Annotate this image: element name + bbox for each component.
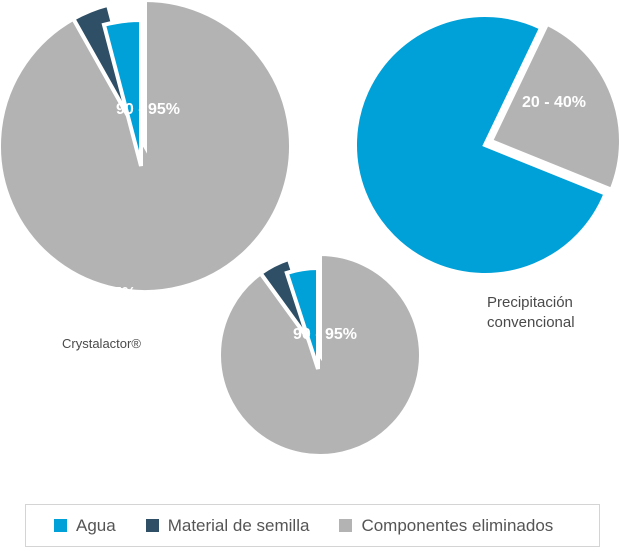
- pie-2-slice-agua: [284, 265, 320, 370]
- caption-crystalactor: Crystalactor®: [62, 336, 141, 351]
- legend-label-eliminados: Componentes eliminados: [361, 515, 554, 535]
- caption-precipitacion: Precipitación convencional: [487, 293, 575, 333]
- pie-3-label-componentes-eliminados: 20 - 40%: [522, 94, 586, 111]
- caption-precipitacion-line1: Precipitación: [487, 294, 573, 311]
- pie-2-label-componentes-eliminados: 90 - 95%: [293, 326, 357, 343]
- pie-1-label-agua: 1 - 5%: [90, 285, 136, 302]
- pie-chart-3: 20 - 40%: [353, 13, 620, 277]
- legend-item-semilla: Material de semilla: [145, 515, 310, 536]
- legend-item-agua: Agua: [54, 516, 116, 536]
- pie-1-label-componentes-eliminados: 90 - 95%: [116, 101, 180, 118]
- caption-precipitacion-line2: convencional: [487, 314, 575, 331]
- legend-swatch-semilla: [145, 519, 159, 532]
- pie-3-slice-agua: [353, 13, 609, 277]
- pie-1-slice-agua: [101, 17, 143, 167]
- pie-chart-1: 90 - 95% 1 - 5%: [0, 0, 294, 302]
- legend-swatch-agua: [54, 519, 67, 532]
- legend-item-eliminados: Componentes eliminados: [339, 516, 553, 536]
- legend-label-agua: Agua: [76, 515, 116, 535]
- chart-legend: Agua Material de semilla Componentes eli…: [25, 504, 600, 547]
- pie-3-slice-componentes-eliminados: [488, 21, 620, 193]
- pie-chart-2: 90 - 95%: [217, 251, 423, 458]
- legend-swatch-eliminados: [339, 519, 353, 532]
- legend-label-semilla: Material de semilla: [167, 515, 310, 535]
